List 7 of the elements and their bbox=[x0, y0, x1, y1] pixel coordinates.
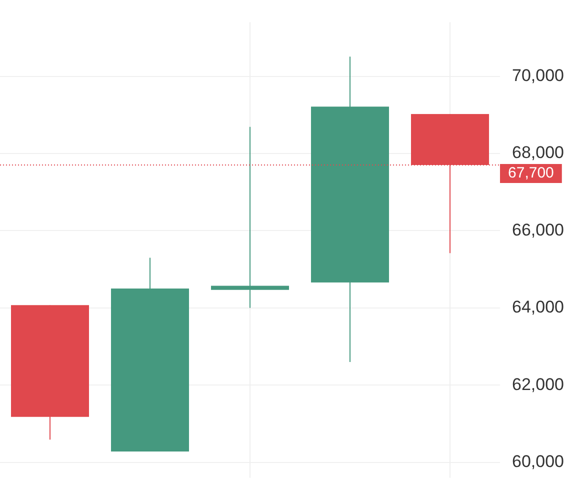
y-tick-label: 64,000 bbox=[512, 298, 564, 317]
y-tick-label: 66,000 bbox=[512, 220, 564, 240]
y-tick-label: 68,000 bbox=[512, 143, 564, 162]
ref-line-label: 67,700 bbox=[508, 164, 554, 182]
y-tick-label: 60,000 bbox=[512, 452, 564, 472]
y-tick-label: 62,000 bbox=[512, 374, 564, 394]
y-tick-label: 70,000 bbox=[512, 66, 564, 85]
